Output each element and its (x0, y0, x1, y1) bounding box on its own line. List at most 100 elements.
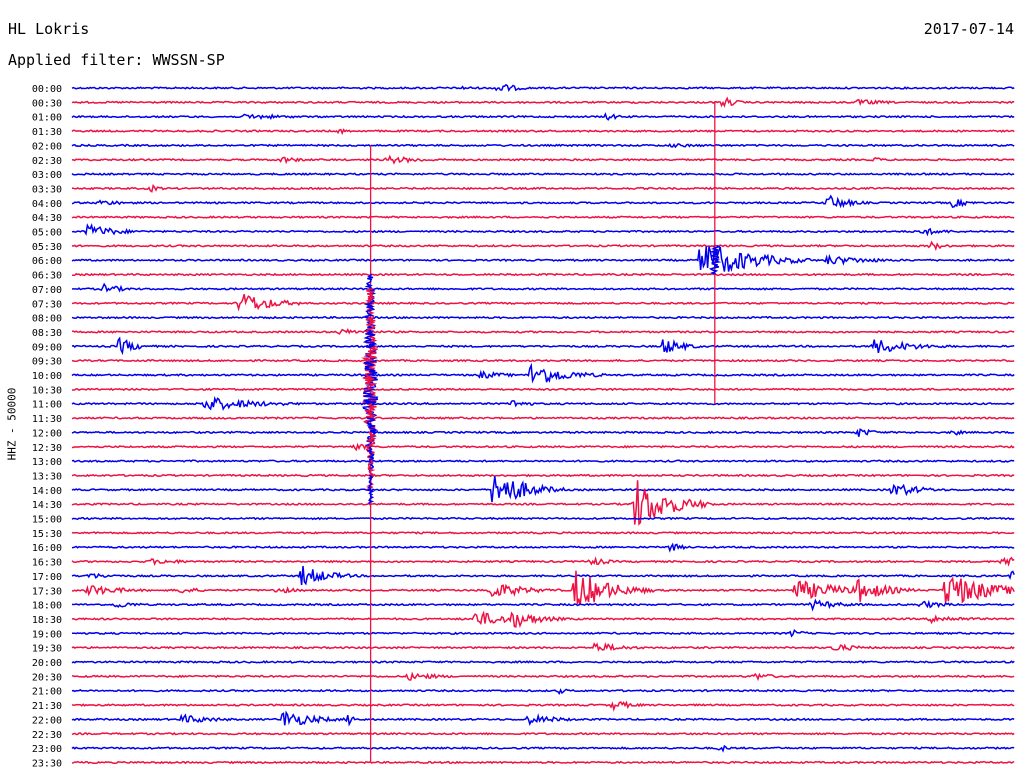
row-label-0200: 02:00 (32, 141, 62, 152)
trace-row-2100 (71, 688, 1015, 695)
trace-row-0500 (71, 222, 1015, 237)
row-label-0830: 08:30 (32, 328, 62, 339)
trace-row-1930 (71, 642, 1015, 652)
row-label-1400: 14:00 (32, 486, 62, 497)
trace-row-1900 (71, 629, 1015, 638)
row-label-0300: 03:00 (32, 170, 62, 181)
trace-row-1530 (71, 531, 1015, 535)
row-label-2130: 21:30 (32, 701, 62, 712)
row-label-0800: 08:00 (32, 314, 62, 325)
row-label-0500: 05:00 (32, 228, 62, 239)
applied-filter: Applied filter: WWSSN-SP (8, 51, 225, 69)
row-label-1730: 17:30 (32, 586, 62, 597)
row-label-1430: 14:30 (32, 500, 62, 511)
trace-row-0130 (71, 128, 1015, 136)
trace-row-1600 (71, 542, 1015, 553)
trace-row-0900 (71, 336, 1015, 356)
trace-row-0030 (71, 96, 1015, 108)
record-date: 2017-07-14 (923, 20, 1014, 38)
row-label-0230: 02:30 (32, 156, 62, 167)
row-label-1030: 10:30 (32, 385, 62, 396)
row-label-0400: 04:00 (32, 199, 62, 210)
long-event-burst-row-25 (365, 431, 377, 462)
row-label-0100: 01:00 (32, 113, 62, 124)
row-label-0030: 00:30 (32, 98, 62, 109)
long-event-burst-row-16 (363, 302, 377, 333)
trace-row-0700 (71, 282, 1015, 293)
trace-row-1300 (71, 459, 1015, 463)
row-label-1300: 13:00 (32, 457, 62, 468)
row-label-1330: 13:30 (32, 471, 62, 482)
trace-row-1730 (72, 570, 1015, 606)
row-label-1930: 19:30 (32, 644, 62, 655)
trace-row-2300 (71, 744, 1015, 753)
trace-row-0100 (71, 112, 1015, 121)
trace-row-2130 (71, 700, 1015, 712)
trace-row-0330 (72, 183, 1015, 193)
row-label-1600: 16:00 (32, 543, 62, 554)
row-label-2100: 21:00 (32, 687, 62, 698)
row-label-1500: 15:00 (32, 515, 62, 526)
trace-row-1000 (71, 362, 1015, 384)
trace-row-1200 (71, 428, 1015, 437)
row-label-2030: 20:30 (32, 672, 62, 683)
trace-row-1030 (72, 387, 1015, 392)
row-label-1530: 15:30 (32, 529, 62, 540)
row-label-1100: 11:00 (32, 400, 62, 411)
row-label-1200: 12:00 (32, 428, 62, 439)
trace-row-0730 (71, 294, 1015, 312)
row-label-0430: 04:30 (32, 213, 62, 224)
row-label-0900: 09:00 (32, 342, 62, 353)
trace-row-1430 (71, 480, 1015, 526)
trace-row-0000 (71, 83, 1015, 92)
trace-row-0430 (71, 215, 1015, 219)
trace-row-1100 (71, 395, 1015, 411)
row-label-2000: 20:00 (32, 658, 62, 669)
row-label-1700: 17:00 (32, 572, 62, 583)
trace-row-0230 (71, 154, 1015, 165)
long-event-burst-row-12 (708, 245, 722, 275)
trace-row-1230 (71, 442, 1015, 452)
long-event-burst-row-15 (365, 288, 376, 318)
row-label-1900: 19:00 (32, 629, 62, 640)
row-label-0000: 00:00 (32, 84, 62, 95)
row-label-0530: 05:30 (32, 242, 62, 253)
trace-row-0200 (71, 142, 1015, 149)
trace-row-2200 (71, 710, 1015, 727)
long-event-burst-row-28 (367, 474, 375, 504)
trace-row-0530 (71, 240, 1015, 252)
trace-row-1500 (71, 516, 1015, 521)
row-label-0730: 07:30 (32, 299, 62, 310)
row-label-1130: 11:30 (32, 414, 62, 425)
trace-row-1700 (71, 565, 1015, 586)
trace-row-0400 (71, 194, 1015, 209)
row-label-0700: 07:00 (32, 285, 62, 296)
row-label-1830: 18:30 (32, 615, 62, 626)
trace-row-2330 (71, 760, 1015, 765)
trace-row-2230 (71, 731, 1015, 736)
trace-row-1130 (71, 416, 1015, 420)
row-label-0630: 06:30 (32, 271, 62, 282)
trace-row-0600 (71, 245, 1015, 273)
row-label-0130: 01:30 (32, 127, 62, 138)
row-label-2300: 23:00 (32, 744, 62, 755)
trace-row-0300 (71, 172, 1015, 176)
station-name: HL Lokris (8, 20, 90, 38)
trace-row-2000 (71, 660, 1015, 664)
trace-row-1330 (71, 473, 1015, 478)
row-label-1800: 18:00 (32, 601, 62, 612)
trace-row-1400 (71, 476, 1015, 503)
trace-row-0800 (71, 315, 1015, 320)
row-label-2230: 22:30 (32, 730, 62, 741)
row-label-1000: 10:00 (32, 371, 62, 382)
row-label-1230: 12:30 (32, 443, 62, 454)
trace-row-0930 (71, 358, 1015, 363)
trace-row-1830 (71, 610, 1015, 629)
row-label-1630: 16:30 (32, 558, 62, 569)
row-label-0930: 09:30 (32, 357, 62, 368)
row-label-0600: 06:00 (32, 256, 62, 267)
row-label-2330: 23:30 (32, 758, 62, 769)
trace-row-0630 (72, 272, 1015, 277)
long-event-burst-row-17 (365, 316, 378, 346)
